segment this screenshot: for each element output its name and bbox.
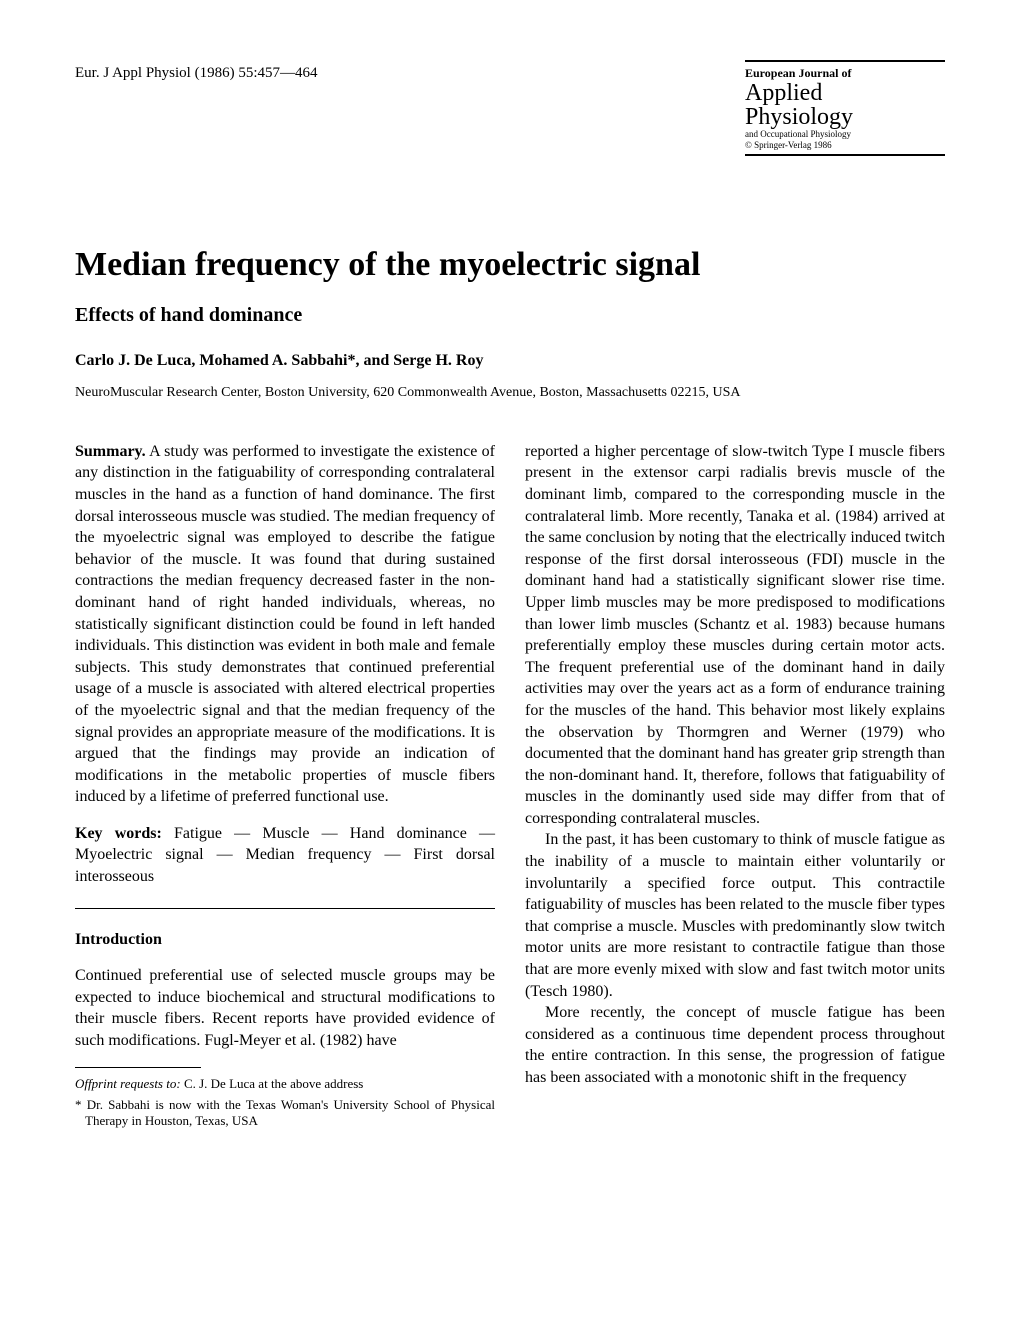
right-para1: reported a higher percentage of slow-twi… [525,441,945,830]
offprint-footnote: Offprint requests to: C. J. De Luca at t… [75,1076,495,1093]
offprint-text: C. J. De Luca at the above address [181,1076,364,1091]
introduction-heading: Introduction [75,929,495,951]
introduction-para1: Continued preferential use of selected m… [75,965,495,1051]
right-para2: In the past, it has been customary to th… [525,829,945,1002]
journal-box: European Journal of Applied Physiology a… [745,60,945,156]
affiliation: NeuroMuscular Research Center, Boston Un… [75,385,945,401]
copyright: © Springer-Verlag 1986 [745,140,945,150]
article-subtitle: Effects of hand dominance [75,304,945,327]
right-column: reported a higher percentage of slow-twi… [525,441,945,1131]
article-title: Median frequency of the myoelectric sign… [75,246,945,284]
authors: Carlo J. De Luca, Mohamed A. Sabbahi*, a… [75,352,945,370]
section-divider [75,908,495,909]
footnote-divider [75,1067,201,1068]
keywords-paragraph: Key words: Fatigue — Muscle — Hand domin… [75,823,495,888]
content-columns: Summary. A study was performed to invest… [75,441,945,1131]
summary-paragraph: Summary. A study was performed to invest… [75,441,495,808]
journal-title-2: Physiology [745,105,945,129]
offprint-label: Offprint requests to: [75,1076,181,1091]
right-para3: More recently, the concept of muscle fat… [525,1002,945,1088]
journal-title-1: Applied [745,81,945,105]
citation: Eur. J Appl Physiol (1986) 55:457—464 [75,60,318,82]
author-footnote: * Dr. Sabbahi is now with the Texas Woma… [75,1097,495,1131]
left-column: Summary. A study was performed to invest… [75,441,495,1131]
keywords-label: Key words: [75,825,162,842]
summary-text: A study was performed to investigate the… [75,443,495,806]
journal-name: European Journal of [745,66,945,81]
header-row: Eur. J Appl Physiol (1986) 55:457—464 Eu… [75,60,945,156]
journal-sub: and Occupational Physiology [745,129,945,140]
summary-label: Summary. [75,443,146,460]
